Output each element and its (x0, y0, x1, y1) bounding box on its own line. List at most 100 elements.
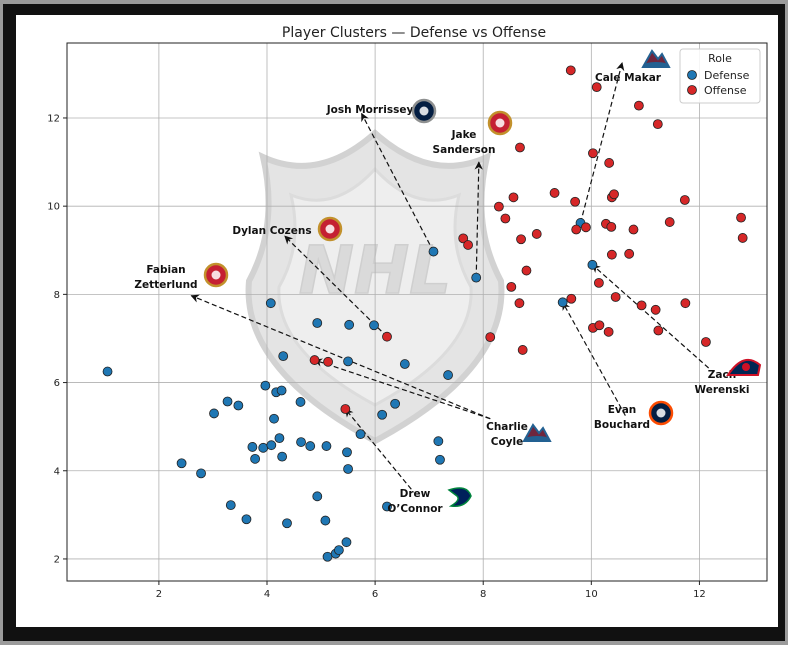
defense-point (276, 385, 287, 396)
annotation-label-line: Drew (400, 488, 431, 500)
colorado-avalanche-logo-icon (641, 49, 671, 68)
offense-point (382, 331, 392, 342)
axes-frame (66, 42, 768, 582)
annotation-label: Jake Sanderson (433, 129, 496, 156)
orca-shape (447, 487, 472, 508)
annotation-label-line: O’Connor (387, 503, 443, 515)
defense-point (399, 359, 410, 369)
defense-point (377, 409, 388, 420)
legend-label-offense: Offense (704, 84, 747, 97)
annotation-label-line: Charlie (486, 421, 528, 433)
annotation-arrow (344, 408, 412, 490)
edmonton-oilers-logo-icon (648, 400, 674, 426)
defense-point (176, 458, 187, 469)
offense-point (508, 192, 519, 203)
defense-point (390, 398, 401, 409)
offense-point (485, 332, 496, 343)
legend-label-defense: Defense (704, 69, 750, 82)
offense-point (493, 201, 504, 212)
offense-point (624, 248, 635, 259)
defense-point (305, 441, 316, 451)
offense-point (570, 196, 581, 207)
defense-point (587, 259, 598, 270)
offense-point (604, 158, 615, 168)
annotation-arrow (591, 264, 710, 369)
defense-point (296, 437, 306, 447)
offense-point (566, 293, 577, 304)
grid-lines (67, 43, 767, 581)
annotation-arrow (579, 62, 625, 224)
swoosh-shape (644, 62, 668, 68)
defense-point (341, 537, 352, 548)
offense-point (506, 281, 517, 292)
offense-point (515, 142, 525, 153)
vancouver-canucks-logo-icon (447, 487, 472, 508)
legend-box (679, 48, 761, 104)
defense-point (260, 380, 271, 391)
legend-title: Role (708, 52, 732, 65)
defense-point (333, 545, 344, 556)
defense-point (295, 397, 306, 407)
annotation-label-line: Coyle (491, 436, 523, 448)
offense-point (737, 233, 748, 243)
offense-point (609, 189, 619, 200)
defense-point (278, 351, 289, 361)
crest-center (495, 118, 505, 128)
defense-point (102, 366, 113, 377)
y-tick-label: 10 (47, 202, 60, 213)
x-tick-label: 2 (156, 589, 162, 600)
defense-point (222, 396, 233, 407)
offense-point (603, 326, 614, 337)
offense-point (463, 240, 473, 250)
defense-point (557, 297, 568, 308)
star-shape (742, 363, 750, 371)
offense-point (680, 298, 691, 309)
defense-point (443, 370, 453, 380)
annotation-label: Cale Makar (595, 72, 662, 84)
offense-point (588, 148, 598, 159)
y-tick-label: 6 (54, 378, 60, 389)
annotation-arrow (361, 112, 435, 252)
defense-point (266, 440, 277, 451)
defense-point (471, 272, 482, 283)
annotation-labels: Cale Makar Josh Morrissey Jake Sanderson Dyl… (134, 72, 749, 515)
chart-card: Player Clusters — Defense vs Offense NHL… (16, 15, 778, 627)
defense-point (355, 429, 366, 440)
legend-marker-defense (687, 70, 697, 80)
offense-point (500, 213, 511, 224)
defense-point (428, 246, 439, 257)
offense-point (636, 300, 647, 311)
offense-point (309, 355, 320, 365)
annotation-label-line: Fabian (146, 264, 185, 276)
defense-point (277, 451, 288, 462)
annotation-arrows (190, 62, 710, 490)
annotation-label-line: Sanderson (433, 144, 496, 156)
defense-point (382, 501, 392, 512)
offense-point (679, 195, 690, 205)
annotation-label: Dylan Cozens (232, 225, 311, 237)
x-tick-label: 8 (480, 589, 486, 600)
offense-point (340, 404, 351, 414)
y-tick-label: 4 (54, 466, 60, 477)
offense-point (323, 356, 333, 367)
offense-point (652, 119, 663, 130)
ottawa-senators-logo-icon (487, 110, 513, 136)
annotation-label: Evan Bouchard (594, 404, 650, 431)
defense-point (435, 454, 445, 465)
image-frame: Player Clusters — Defense vs Offense NHL… (3, 4, 785, 641)
annotation-label-line: Jake (451, 129, 477, 141)
defense-point (233, 400, 244, 411)
buffalo-sabres-shown-as-senators-logo-icon (317, 216, 343, 242)
annotation-arrow (562, 301, 626, 416)
offense-point (565, 65, 576, 76)
offense-point (521, 265, 532, 276)
annotation-label-line: Werenski (695, 384, 750, 396)
annotation-arrow (313, 358, 491, 420)
annotation-label-line: Cale Makar (595, 72, 662, 84)
defense-point (343, 464, 353, 474)
scatter-chart: Player Clusters — Defense vs Offense NHL… (16, 15, 778, 627)
defense-point (322, 551, 333, 562)
x-tick-label: 12 (693, 589, 706, 600)
defense-point (225, 500, 236, 511)
crest-center (419, 106, 429, 116)
